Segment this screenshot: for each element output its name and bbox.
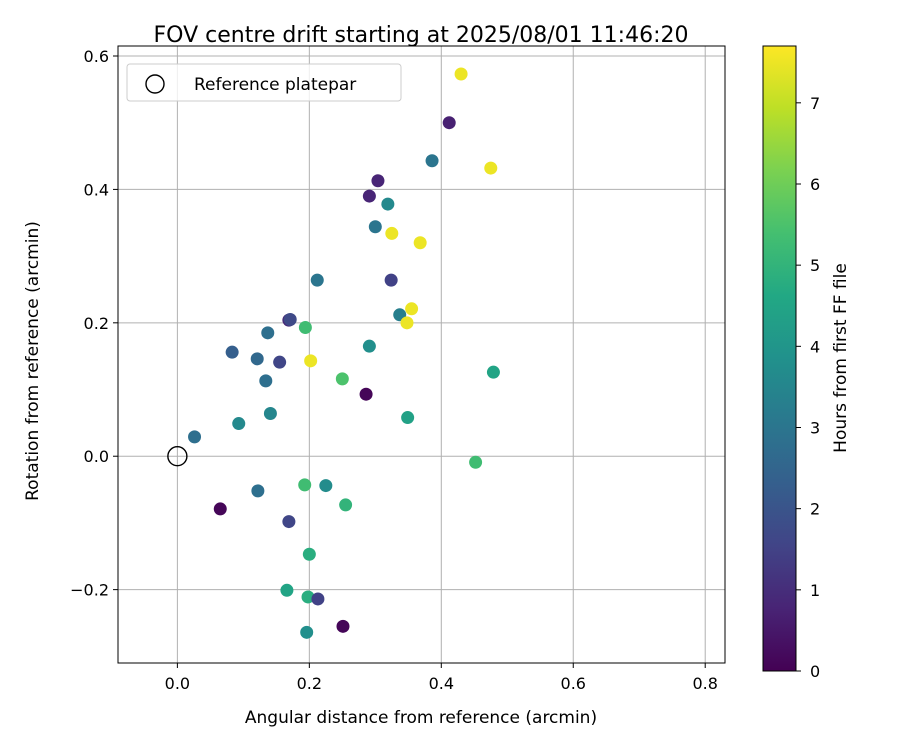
y-tick-label: 0.6 [84,47,109,66]
data-point [425,154,439,168]
colorbar-gradient [762,45,797,672]
y-tick-label: 0.0 [84,447,109,466]
data-point [311,592,325,606]
y-tick-label: −0.2 [70,581,109,600]
data-point [213,502,227,516]
data-point [371,174,385,188]
data-point [359,387,373,401]
x-tick-label: 0.6 [561,674,586,693]
plot-axes [117,45,726,664]
colorbar-tick-label: 1 [810,581,820,600]
data-point [298,478,312,492]
axis-ticks: 0.0 0.2 0.4 0.6 0.8 −0.2 0.0 0.2 0.4 0.6 [70,47,718,693]
data-point [384,273,398,287]
legend-reference-marker [145,74,165,94]
data-point [442,116,456,130]
y-tick-label: 0.4 [84,180,109,199]
data-point [381,197,395,211]
plot-frame [117,45,726,664]
data-point [339,498,353,512]
data-point [368,220,382,234]
colorbar-tick-label: 6 [810,175,820,194]
x-tick-label: 0.2 [297,674,322,693]
chart-title: FOV centre drift starting at 2025/08/01 … [154,23,689,48]
legend-frame [126,63,402,102]
data-point [401,411,415,425]
data-point [302,547,316,561]
grid-lines [118,46,725,663]
colorbar-tick-label: 0 [810,662,820,681]
data-point [283,312,297,326]
data-point [413,236,427,250]
data-point [486,365,500,379]
data-point [301,590,315,604]
colorbar-tick-label: 4 [810,337,820,356]
colorbar-tick-label: 7 [810,94,820,113]
data-point [484,161,498,175]
y-axis-label: Rotation from reference (arcmin) [23,221,43,501]
x-axis-label: Angular distance from reference (arcmin) [245,708,597,728]
colorbar-label: Hours from first FF file [831,263,851,453]
data-point [385,226,399,240]
data-point [310,273,324,287]
data-point [362,339,376,353]
x-tick-label: 0.0 [165,674,190,693]
data-point [300,625,314,639]
reference-platepar-marker [167,446,188,467]
colorbar-tick-label: 5 [810,256,820,275]
data-point [454,67,468,81]
data-point [259,374,273,388]
data-point [304,354,318,368]
y-tick-label: 0.2 [84,314,109,333]
colorbar-tick-label: 2 [810,500,820,519]
data-points [167,67,500,639]
data-point [336,619,350,633]
data-point [469,455,483,469]
colorbar: 0 1 2 3 4 5 6 7 Hours from first FF file [762,45,851,681]
data-point [335,372,349,386]
colorbar-ticks: 0 1 2 3 4 5 6 7 [796,94,820,681]
data-point [319,479,333,493]
data-point [225,345,239,359]
data-point [280,583,294,597]
data-point [400,316,414,330]
data-point [282,515,296,529]
data-point [273,355,287,369]
x-tick-label: 0.4 [429,674,454,693]
data-point [232,417,246,431]
data-point [405,302,419,316]
data-point [263,407,277,421]
legend-entry-reference: Reference platepar [194,75,356,95]
data-point [188,430,202,444]
data-point [261,326,275,340]
colorbar-tick-label: 3 [810,418,820,437]
data-point [362,189,376,203]
data-point [251,484,265,498]
data-point [298,320,312,334]
data-point [250,352,264,366]
x-tick-label: 0.8 [692,674,717,693]
legend: Reference platepar [126,63,402,102]
